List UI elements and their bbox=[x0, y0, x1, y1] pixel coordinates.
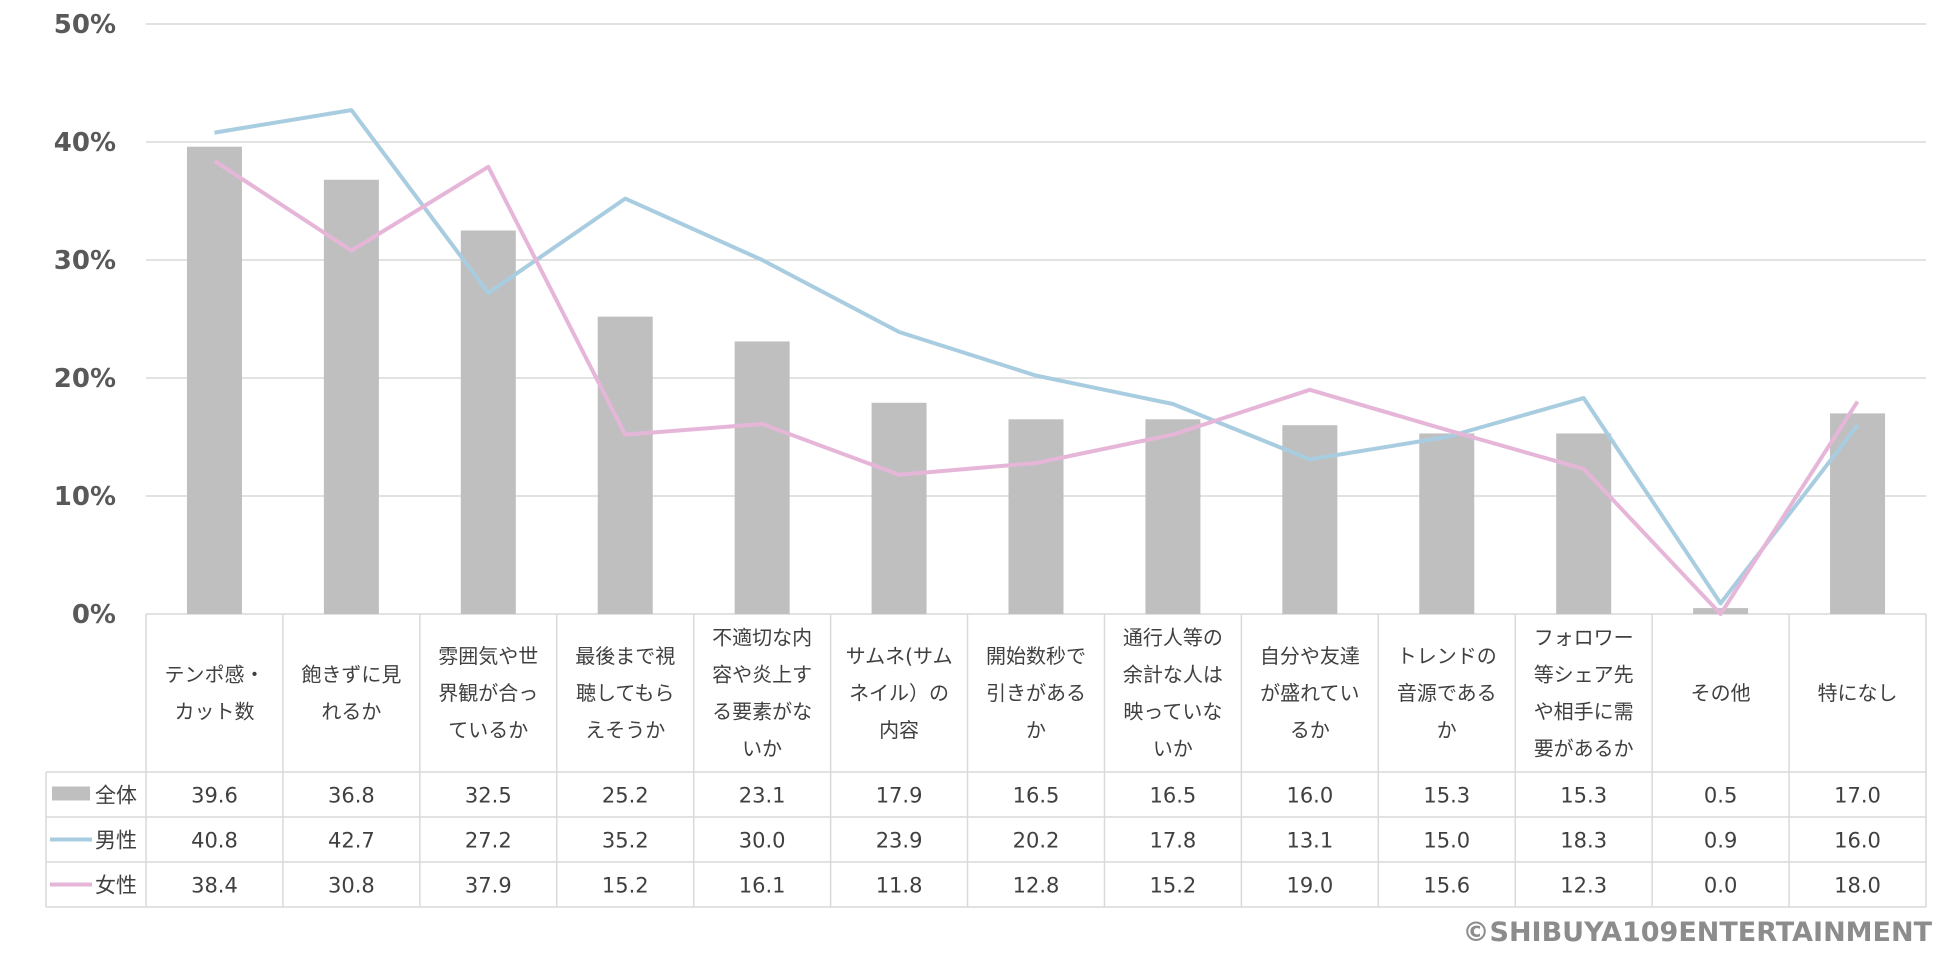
category-label: 自分や友達が盛れているか bbox=[1260, 644, 1360, 742]
data-label: 15.3 bbox=[1423, 784, 1470, 808]
data-label: 38.4 bbox=[191, 874, 238, 898]
data-label: 12.8 bbox=[1013, 874, 1060, 898]
data-label: 36.8 bbox=[328, 784, 375, 808]
data-label: 17.8 bbox=[1150, 829, 1197, 853]
data-label: 15.2 bbox=[1150, 874, 1197, 898]
data-label: 18.0 bbox=[1834, 874, 1881, 898]
category-label: サムネ(サムネイル）の内容 bbox=[846, 644, 953, 742]
series-line bbox=[214, 108, 1860, 606]
data-label: 19.0 bbox=[1286, 874, 1333, 898]
data-label: 16.5 bbox=[1150, 784, 1197, 808]
bar bbox=[871, 402, 927, 614]
data-label: 15.2 bbox=[602, 874, 649, 898]
data-label: 17.0 bbox=[1834, 784, 1881, 808]
data-label: 35.2 bbox=[602, 829, 649, 853]
data-label: 27.2 bbox=[465, 829, 512, 853]
data-label: 0.0 bbox=[1704, 874, 1737, 898]
category-label: 不適切な内容や炎上する要素がないか bbox=[712, 626, 812, 761]
gridlines bbox=[146, 23, 1926, 615]
series-line bbox=[213, 159, 1860, 616]
data-label: 15.0 bbox=[1423, 829, 1470, 853]
legend-swatch-bar bbox=[52, 786, 90, 801]
data-label: 18.3 bbox=[1560, 829, 1607, 853]
bar bbox=[460, 230, 516, 614]
category-label: 雰囲気や世界観が合っているか bbox=[438, 644, 538, 742]
data-label: 30.0 bbox=[739, 829, 786, 853]
y-tick-label: 0% bbox=[72, 600, 116, 630]
y-tick-label: 40% bbox=[54, 128, 116, 158]
category-label: 飽きずに見れるか bbox=[301, 663, 401, 724]
data-label: 17.9 bbox=[876, 784, 923, 808]
data-label: 13.1 bbox=[1286, 829, 1333, 853]
legend-label: 女性 bbox=[95, 874, 137, 898]
data-label: 30.8 bbox=[328, 874, 375, 898]
data-table: テンポ感・カット数飽きずに見れるか雰囲気や世界観が合っているか最後まで視聴しても… bbox=[45, 614, 1927, 908]
category-label: テンポ感・カット数 bbox=[164, 663, 264, 724]
y-tick-label: 50% bbox=[54, 10, 116, 40]
line-series bbox=[213, 108, 1860, 616]
category-label: 通行人等の余計な人は映っていないか bbox=[1123, 626, 1223, 761]
y-tick-label: 10% bbox=[54, 482, 116, 512]
bar bbox=[734, 341, 790, 614]
y-axis-ticks: 0% 10% 20% 30% 40% 50% bbox=[54, 10, 116, 630]
legend-label: 全体 bbox=[95, 784, 137, 808]
data-label: 15.3 bbox=[1560, 784, 1607, 808]
data-label: 37.9 bbox=[465, 874, 512, 898]
legend-label: 男性 bbox=[95, 829, 137, 853]
data-label: 39.6 bbox=[191, 784, 238, 808]
data-label: 11.8 bbox=[876, 874, 923, 898]
category-label: フォロワー等シェア先や相手に需要があるか bbox=[1534, 626, 1634, 761]
data-label: 15.6 bbox=[1423, 874, 1470, 898]
copyright-credit: ©SHIBUYA109ENTERTAINMENT bbox=[1462, 917, 1932, 948]
data-label: 16.0 bbox=[1834, 829, 1881, 853]
data-label: 32.5 bbox=[465, 784, 512, 808]
bar bbox=[1556, 433, 1612, 614]
data-label: 16.0 bbox=[1286, 784, 1333, 808]
data-label: 40.8 bbox=[191, 829, 238, 853]
bar bbox=[1008, 419, 1064, 614]
y-tick-label: 30% bbox=[54, 246, 116, 276]
bar bbox=[597, 316, 653, 614]
data-label: 12.3 bbox=[1560, 874, 1607, 898]
data-label: 25.2 bbox=[602, 784, 649, 808]
data-label: 16.1 bbox=[739, 874, 786, 898]
bar bbox=[1830, 413, 1886, 614]
data-label: 23.9 bbox=[876, 829, 923, 853]
bar bbox=[1145, 419, 1201, 614]
bar bbox=[186, 146, 242, 614]
category-label: トレンドの音源であるか bbox=[1397, 644, 1497, 742]
bar bbox=[1419, 433, 1475, 614]
data-label: 20.2 bbox=[1013, 829, 1060, 853]
data-label: 0.5 bbox=[1704, 784, 1737, 808]
bar-series bbox=[186, 146, 1886, 614]
data-label: 42.7 bbox=[328, 829, 375, 853]
data-label: 16.5 bbox=[1013, 784, 1060, 808]
category-label: 開始数秒で引きがあるか bbox=[986, 644, 1086, 742]
category-label: 特になし bbox=[1818, 681, 1898, 705]
category-label: その他 bbox=[1691, 681, 1751, 705]
y-tick-label: 20% bbox=[54, 364, 116, 394]
data-label: 0.9 bbox=[1704, 829, 1737, 853]
data-label: 23.1 bbox=[739, 784, 786, 808]
bar bbox=[323, 179, 379, 614]
category-label: 最後まで視聴してもらえそうか bbox=[575, 644, 675, 742]
